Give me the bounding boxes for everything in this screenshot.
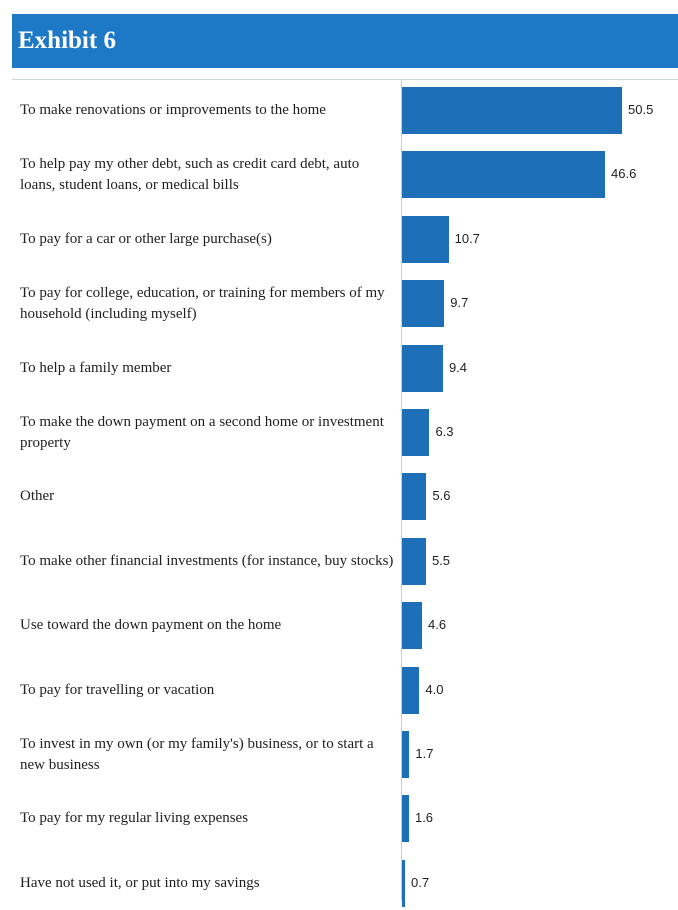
category-label: To help pay my other debt, such as credi…	[20, 155, 360, 193]
category-label: Other	[20, 488, 55, 505]
category-label: To pay for travelling or vacation	[20, 681, 215, 698]
data-label: 46.6	[611, 166, 637, 182]
value-axis-line	[401, 80, 402, 900]
category-label: Use toward the down payment on the home	[20, 617, 282, 634]
data-label: 6.3	[435, 424, 454, 439]
data-label: 4.6	[428, 617, 447, 633]
bar	[402, 795, 409, 843]
chart-title: Exhibit 6	[18, 27, 116, 54]
bar	[402, 215, 449, 263]
exhibit-header: Exhibit 6	[12, 14, 678, 68]
data-label: 9.4	[448, 359, 468, 375]
data-label: 4.0	[425, 681, 444, 697]
data-label: 9.7	[450, 295, 469, 311]
category-label: To make other financial investments (for…	[20, 552, 394, 569]
category-label: Have not used it, or put into my savings	[20, 874, 260, 891]
data-label: 5.5	[431, 552, 451, 568]
category-label: To make the down payment on a second hom…	[20, 413, 384, 451]
category-label: To pay for my regular living expenses	[20, 810, 249, 827]
data-label: 0.7	[411, 874, 430, 890]
bar	[402, 344, 443, 392]
bar	[402, 859, 406, 907]
bar	[402, 602, 423, 650]
category-label: To make renovations or improvements to t…	[20, 102, 326, 118]
category-label: To pay for a car or other large purchase…	[20, 230, 272, 247]
category-label: To pay for college, education, or traini…	[20, 284, 385, 322]
data-label: 5.6	[432, 488, 451, 504]
bar	[402, 280, 445, 328]
bar	[402, 151, 605, 199]
bar	[402, 473, 427, 521]
bar	[402, 87, 622, 134]
bar	[402, 409, 430, 456]
data-label: 1.7	[415, 746, 434, 761]
data-label: 50.5	[628, 102, 654, 117]
data-label: 1.6	[414, 810, 434, 826]
category-label: To help a family member	[20, 359, 172, 376]
category-label: To invest in my own (or my family's) bus…	[20, 735, 374, 773]
header-divider	[12, 79, 678, 80]
data-label: 10.7	[454, 230, 480, 246]
bar	[402, 731, 410, 778]
bar	[402, 537, 426, 585]
bar	[402, 666, 420, 714]
